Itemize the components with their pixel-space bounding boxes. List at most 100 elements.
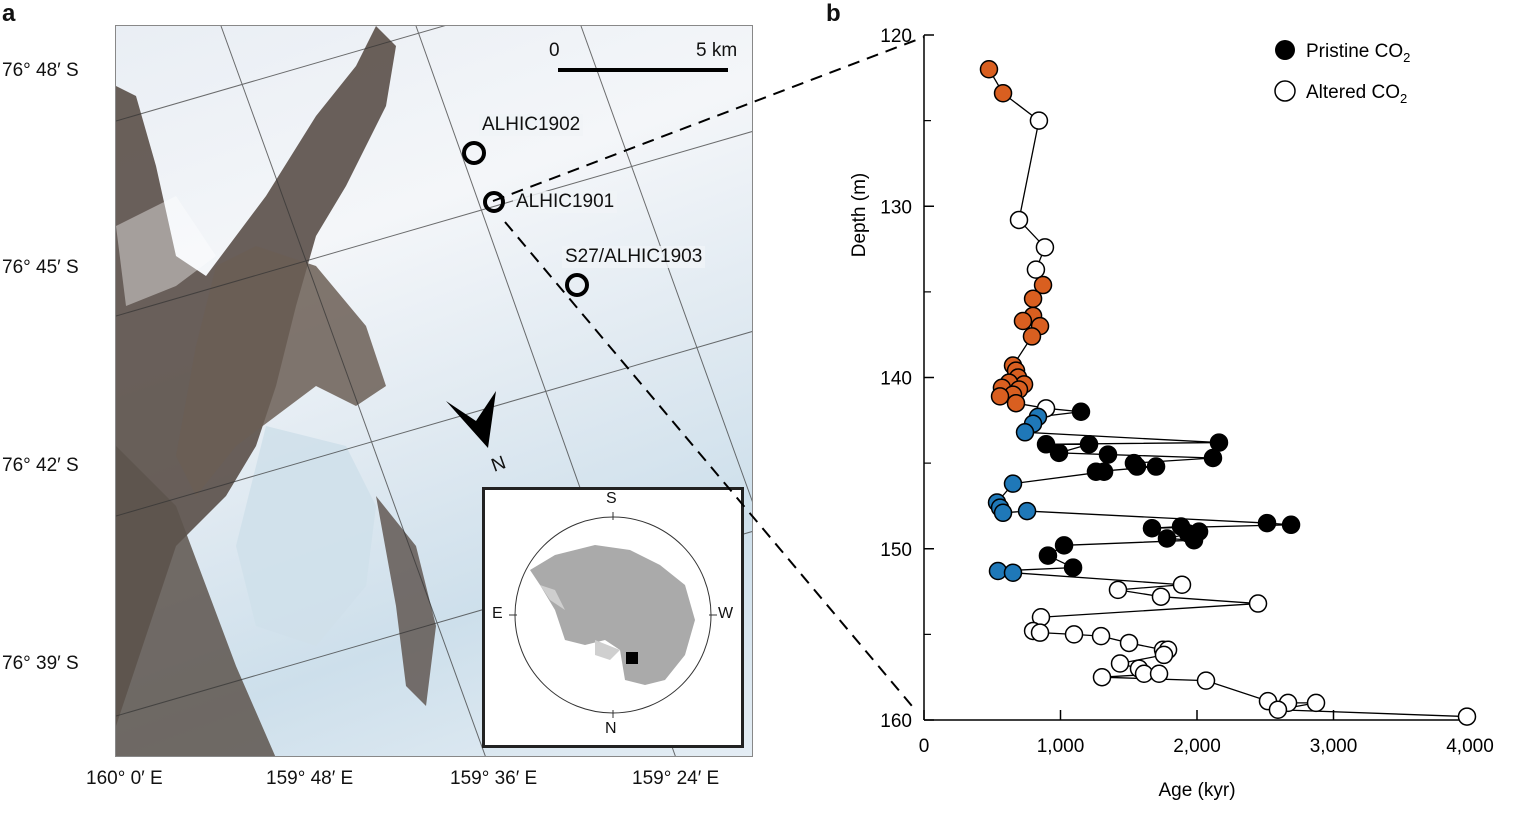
scale-bar-start: 0 [549,40,560,61]
data-point-pristine [1038,546,1058,565]
data-point-orange [1033,275,1053,295]
data-point-altered [1151,587,1171,606]
data-point-pristine [1054,536,1074,555]
north-arrow-icon [446,391,496,448]
data-point-altered [1457,707,1477,726]
data-point-pristine [1098,445,1118,464]
site-label-alhic1902: ALHIC1902 [479,114,584,136]
data-point-altered [1306,693,1326,713]
inset-label-s: S [606,490,617,507]
data-point-pristine [1036,435,1056,454]
data-point-altered [1268,700,1288,719]
data-point-pristine [1142,518,1162,538]
zoom-connector-bottom [504,221,913,707]
site-label-s27: S27/ALHIC1903 [562,246,706,268]
data-point-pristine [1184,530,1204,550]
legend-label-altered: Altered CO [1306,82,1400,103]
data-point-altered [1196,671,1216,690]
lon-label: 159° 48′ E [266,768,354,789]
data-point-altered [1119,633,1139,653]
data-point-altered [1149,664,1169,684]
y-tick-label: 140 [880,369,912,390]
data-point-pristine [1063,558,1083,577]
data-point-blue [1017,501,1037,521]
antarctica-inset: S N E W [482,487,744,748]
inset-label-n: N [605,720,617,737]
data-point-altered [1064,625,1084,644]
scale-bar-end: 5 km [696,40,738,61]
data-point-altered [1092,667,1112,687]
lon-label: 160° 0′ E [86,768,163,789]
legend-marker-pristine [1275,40,1295,60]
lat-label: 76° 42′ S [2,455,79,476]
zoom-connector-top [492,36,925,202]
svg-text:Altered CO2: Altered CO2 [1306,82,1407,106]
data-point-pristine [1157,529,1177,548]
inset-label-w: W [718,605,734,622]
data-point-pristine [1079,435,1099,454]
data-point-pristine [1146,457,1166,476]
data-point-pristine [1203,448,1223,468]
data-point-altered [1029,111,1049,130]
data-point-altered [1091,626,1111,646]
legend-label-pristine: Pristine CO [1306,41,1403,62]
data-point-altered [1110,654,1130,673]
lat-label: 76° 45′ S [2,257,79,278]
lat-label: 76° 39′ S [2,653,79,674]
data-point-orange [990,387,1010,406]
data-point-blue [993,503,1013,523]
data-point-altered [1248,594,1268,613]
data-point-orange [1013,311,1033,331]
data-point-altered [1172,575,1192,594]
data-point-pristine [1281,515,1301,535]
panel-a-letter: a [2,0,16,27]
lon-label: 159° 24′ E [632,768,720,789]
data-point-altered [1030,623,1050,642]
lat-label: 76° 48′ S [2,60,79,81]
series-line [988,68,1468,718]
data-point-orange [979,60,999,79]
y-tick-label: 120 [880,26,912,47]
antarctica-shape [530,545,695,685]
data-point-orange [1006,393,1026,413]
legend: Pristine CO2 Altered CO2 [1274,40,1410,106]
y-tick-label: 160 [880,711,912,732]
data-point-pristine [1049,443,1069,463]
data-point-orange [1023,289,1043,308]
data-point-altered [1009,210,1029,230]
data-point-altered [1026,260,1046,279]
y-tick-label: 130 [880,197,912,218]
panel-b-letter: b [826,0,841,27]
x-tick-label: 3,000 [1310,736,1358,757]
data-point-pristine [1127,457,1147,476]
x-tick-label: 4,000 [1446,736,1494,757]
x-tick-label: 1,000 [1037,736,1085,757]
data-point-orange [993,83,1013,103]
x-tick-label: 2,000 [1173,736,1221,757]
site-label-alhic1901: ALHIC1901 [513,191,618,213]
legend-marker-altered [1274,80,1296,102]
inset-label-e: E [492,605,503,622]
data-point-pristine [1209,433,1229,452]
svg-text:Pristine CO2: Pristine CO2 [1306,41,1410,65]
data-point-blue [1015,423,1035,442]
map-terrain [116,26,752,756]
data-point-pristine [1094,462,1114,481]
data-point-orange [1022,327,1042,346]
data-point-pristine [1257,513,1277,533]
legend-subscript: 2 [1403,50,1410,65]
y-tick-label: 150 [880,540,912,561]
data-point-altered [1154,645,1174,665]
data-point-altered [1108,580,1128,600]
data-point-altered [1035,238,1055,257]
data-point-pristine [1071,402,1091,421]
data-point-blue [1003,563,1023,582]
legend-subscript: 2 [1400,91,1407,106]
x-tick-label: 0 [919,736,930,757]
data-point-blue [1003,474,1023,493]
x-axis-label: Age (kyr) [1158,780,1235,801]
study-area-marker [626,652,638,664]
y-axis-label: Depth (m) [849,173,870,257]
lon-label: 159° 36′ E [450,768,538,789]
